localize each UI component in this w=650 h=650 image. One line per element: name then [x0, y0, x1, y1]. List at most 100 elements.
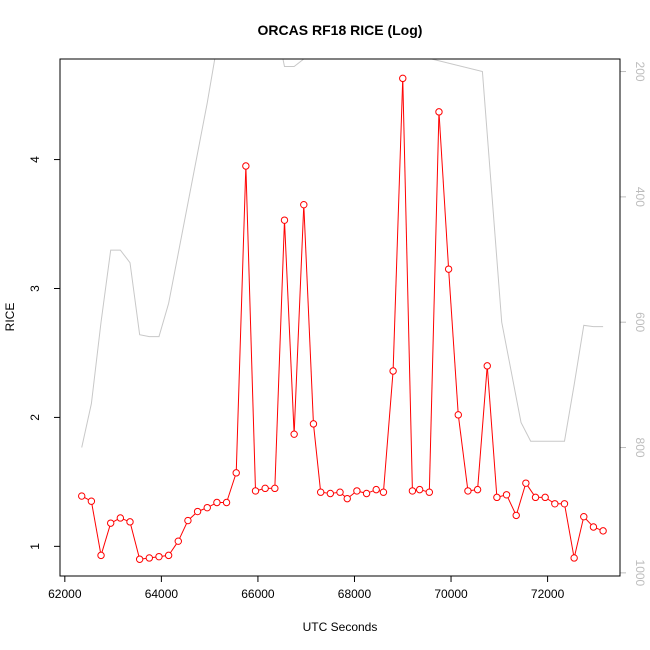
rice-series-group: [78, 74, 607, 563]
rice-point: [502, 491, 511, 499]
rice-line-segment: [209, 503, 215, 507]
rice-point: [242, 162, 250, 170]
secondary-series-line: [81, 59, 604, 448]
rice-point: [271, 484, 279, 493]
rice-point: [372, 485, 380, 494]
rice-point: [126, 518, 134, 526]
rice-line-segment: [123, 518, 128, 522]
x-axis: 62000 64000 66000 68000 70000 72000: [48, 575, 565, 601]
rice-point: [203, 503, 211, 512]
rice-line-segment: [574, 519, 584, 555]
x-tick-label: 62000: [48, 587, 82, 601]
rice-point: [560, 500, 569, 508]
rice-line-segment: [101, 526, 111, 553]
rice-point: [570, 554, 578, 562]
rice-point: [362, 489, 371, 498]
rice-point: [78, 492, 86, 500]
rice-point: [280, 216, 289, 224]
rice-line-segment: [402, 81, 413, 488]
rice-point: [444, 265, 453, 273]
rice-line-segment: [349, 492, 355, 498]
rice-line-segment: [486, 369, 498, 495]
y-tick-label: 3: [28, 285, 42, 292]
rice-point: [343, 494, 351, 503]
rice-line-segment: [527, 485, 535, 495]
rice-point: [251, 487, 260, 495]
rice-point: [164, 551, 173, 560]
rice-line-segment: [84, 497, 89, 501]
rice-line-segment: [422, 489, 427, 492]
rice-point: [300, 200, 308, 209]
rice-line-segment: [91, 504, 101, 553]
rice-line-segment: [189, 513, 196, 519]
rice-point: [232, 469, 240, 477]
rice-point: [155, 552, 163, 561]
rice-line-segment: [596, 527, 601, 531]
rice-line-segment: [359, 491, 364, 494]
rice-point: [541, 493, 549, 502]
rice-line-segment: [284, 223, 295, 432]
rice-line-segment: [499, 495, 504, 498]
rice-line-segment: [392, 81, 404, 368]
x-tick-label: 72000: [531, 587, 565, 601]
rice-line-segment: [369, 490, 374, 493]
rice-line-segments: [84, 81, 601, 560]
x-tick-label: 66000: [241, 587, 275, 601]
rice-point: [464, 487, 472, 495]
y-tick-label: 4: [28, 156, 42, 163]
rice-line-segment: [342, 493, 346, 497]
rice-point: [213, 498, 221, 507]
rice-point: [184, 516, 192, 525]
rice-point: [222, 498, 231, 507]
rice-line-segment: [130, 524, 140, 557]
rice-point: [290, 430, 298, 438]
rice-line-segment: [428, 115, 440, 490]
rice-line-segment: [235, 169, 247, 470]
rice-point: [116, 514, 125, 522]
rice-point: [193, 507, 202, 516]
rice-line-segment: [245, 169, 256, 488]
rice-line-segment: [227, 475, 236, 500]
rice-line-segment: [585, 518, 592, 526]
y-tick-label: 1: [28, 543, 42, 550]
right-y-tick-label: 600: [633, 312, 647, 332]
plot-frame: [59, 58, 621, 577]
rice-line-segment: [438, 115, 449, 266]
rice-line-segment: [274, 223, 285, 486]
rice-line-segment: [507, 497, 516, 513]
rice-point: [580, 512, 588, 521]
rice-point: [589, 523, 598, 531]
rice-line-segment: [313, 426, 321, 490]
rice-line-segment: [303, 207, 314, 421]
rice-point: [408, 487, 417, 495]
rice-point: [522, 479, 530, 487]
rice-point: [425, 488, 434, 496]
x-tick-label: 64000: [145, 587, 179, 601]
rice-line-segment: [200, 508, 205, 511]
rice-line-segment: [516, 486, 526, 513]
rice-line-segment: [258, 488, 263, 491]
rice-point: [399, 74, 407, 83]
rice-point: [483, 362, 491, 370]
rice-line-segment: [293, 207, 305, 432]
rice-line-segment: [179, 523, 188, 539]
rice-point: [531, 493, 540, 502]
rice-point: [261, 484, 269, 493]
y-axis-label: RICE: [3, 303, 17, 332]
rice-point: [599, 527, 607, 535]
rice-point: [493, 493, 501, 502]
rice-point: [389, 367, 397, 375]
rice-point: [145, 554, 154, 562]
right-y-tick-label: 400: [633, 187, 647, 207]
right-y-tick-label: 200: [633, 62, 647, 82]
rice-point: [551, 500, 559, 508]
rice-point: [106, 519, 115, 527]
y-tick-label: 2: [28, 414, 42, 421]
rice-point: [336, 488, 344, 496]
rice-point: [473, 485, 482, 494]
secondary-series-group: [81, 59, 604, 448]
rice-point: [87, 497, 96, 505]
x-tick-label: 68000: [338, 587, 372, 601]
rice-point: [174, 537, 182, 545]
